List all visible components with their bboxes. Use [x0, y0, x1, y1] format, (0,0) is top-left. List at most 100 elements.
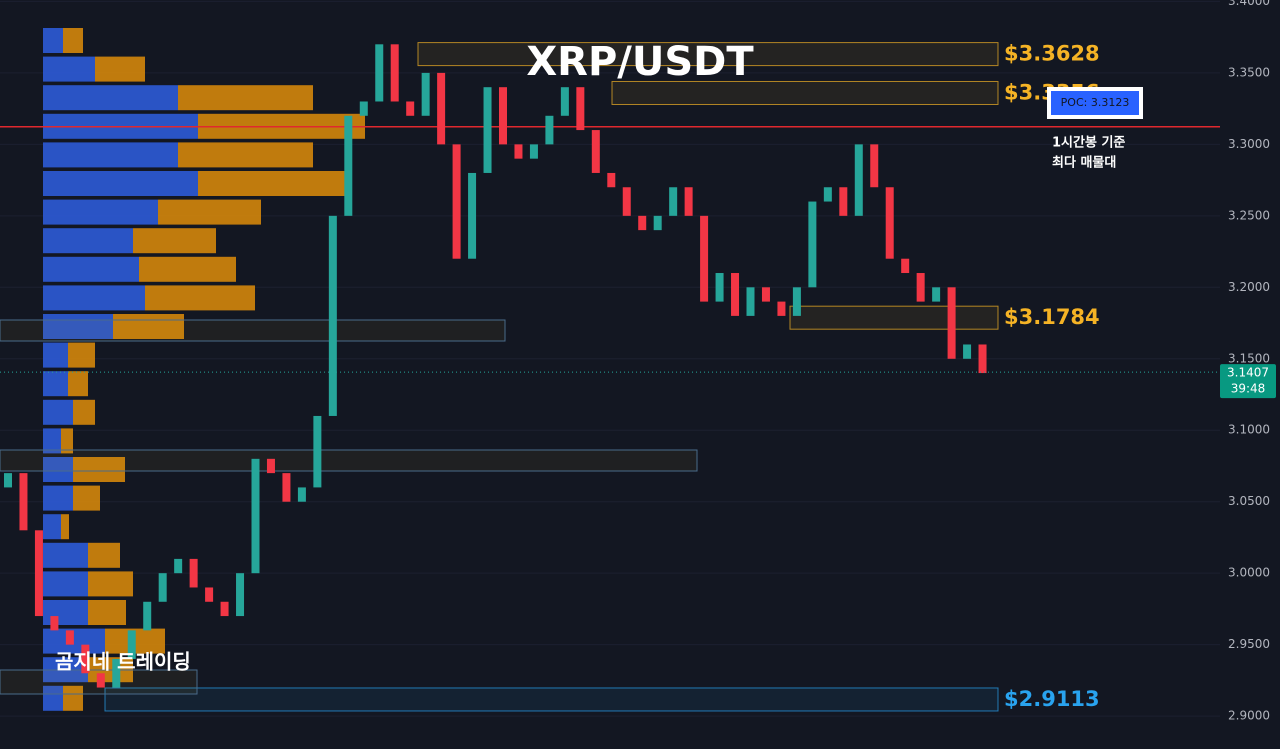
candle — [777, 301, 786, 316]
candle — [792, 287, 801, 316]
candle — [266, 458, 275, 474]
candle — [514, 144, 523, 159]
candle — [359, 101, 368, 116]
candle — [65, 630, 74, 645]
current-price-box — [1220, 364, 1276, 399]
profile-sell — [73, 457, 125, 482]
y-tick-label: 3.2500 — [1228, 208, 1270, 222]
candle — [236, 573, 245, 617]
candle — [483, 87, 492, 173]
candle — [19, 473, 28, 531]
y-tick-label: 3.0500 — [1228, 494, 1270, 508]
profile-sell — [139, 256, 236, 282]
profile-buy — [43, 457, 73, 482]
y-tick-label: 2.9500 — [1228, 637, 1270, 651]
candle — [205, 587, 214, 602]
profile-sell — [63, 28, 83, 53]
y-tick-label: 3.0000 — [1228, 566, 1270, 580]
profile-sell — [73, 485, 100, 511]
profile-buy — [43, 371, 68, 397]
candle — [529, 144, 538, 159]
candle — [328, 215, 337, 416]
candle — [700, 215, 709, 302]
zone — [0, 449, 698, 472]
candle — [282, 473, 291, 502]
candle — [932, 287, 941, 302]
candle — [885, 187, 894, 259]
candle — [390, 44, 399, 102]
profile-buy — [43, 171, 198, 196]
candle — [437, 72, 446, 145]
candle — [669, 187, 678, 216]
profile-buy — [43, 285, 145, 311]
candle — [81, 644, 90, 674]
candle — [576, 87, 585, 131]
poc-note: 최다 매물대 — [1052, 155, 1116, 171]
candle — [344, 115, 353, 216]
profile-buy — [43, 85, 178, 111]
profile-buy — [43, 199, 158, 225]
current-price-label: 3.1407 — [1227, 366, 1269, 380]
candle — [715, 273, 724, 302]
profile-buy — [43, 399, 73, 425]
watermark: 곰지네 트레이딩 — [55, 650, 191, 674]
profile-sell — [88, 600, 126, 625]
candle — [297, 487, 306, 502]
candle — [112, 658, 121, 688]
profile-sell — [145, 285, 255, 311]
candle — [143, 601, 152, 631]
profile-sell — [198, 171, 345, 196]
profile-buy — [43, 256, 139, 282]
profile-sell — [61, 514, 69, 540]
level-label: $3.1784 — [1004, 305, 1100, 329]
candle — [731, 273, 740, 316]
candle — [808, 201, 817, 288]
profile-buy — [43, 428, 61, 454]
candle — [916, 273, 925, 302]
candle — [452, 144, 461, 259]
candle — [761, 287, 770, 302]
chart-title: XRP/USDT — [526, 39, 754, 85]
y-tick-label: 2.9000 — [1228, 709, 1270, 723]
profile-buy — [43, 228, 133, 254]
candle — [854, 144, 863, 216]
y-tick-label: 3.4000 — [1228, 0, 1270, 8]
profile-sell — [68, 371, 88, 397]
candle — [127, 630, 136, 659]
candle — [375, 44, 384, 102]
candle — [638, 215, 647, 231]
candle — [545, 115, 554, 145]
countdown: 39:48 — [1231, 382, 1266, 396]
profile-buy — [43, 571, 88, 597]
candle — [870, 144, 879, 188]
candle — [901, 258, 910, 274]
candle — [34, 530, 43, 617]
profile-sell — [63, 685, 83, 711]
candle — [622, 187, 631, 216]
poc-box — [1051, 91, 1139, 115]
level-zone — [611, 80, 999, 105]
poc-label: POC: 3.3123 — [1061, 96, 1130, 109]
candle — [963, 344, 972, 359]
candle — [251, 458, 260, 574]
level-label: $2.9113 — [1004, 687, 1100, 711]
profile-sell — [88, 571, 133, 597]
zone — [0, 319, 506, 342]
candle — [174, 558, 183, 574]
candle — [421, 72, 430, 116]
y-tick-label: 3.1000 — [1228, 423, 1270, 437]
profile-buy — [43, 485, 73, 511]
profile-buy — [43, 628, 105, 654]
candle — [220, 601, 229, 617]
level-zone — [417, 42, 999, 67]
candle — [96, 673, 105, 688]
profile-sell — [178, 85, 313, 111]
candle — [313, 415, 322, 488]
level-zone — [104, 687, 999, 712]
candle — [839, 187, 848, 216]
candle — [684, 187, 693, 216]
profile-sell — [68, 342, 95, 368]
profile-buy — [43, 685, 63, 711]
level-label: $3.3628 — [1004, 42, 1100, 66]
